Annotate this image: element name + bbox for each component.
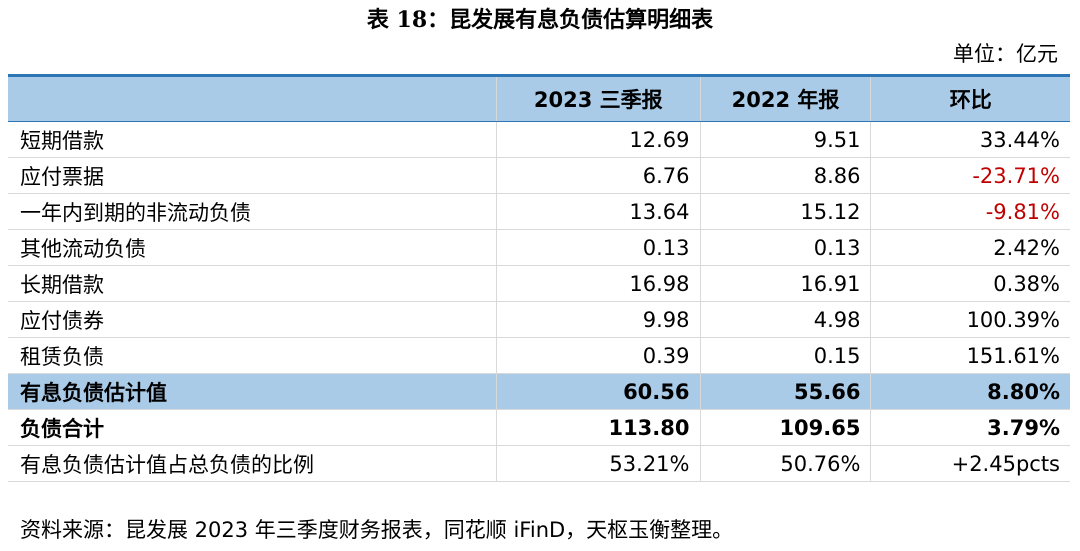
table-row: 应付债券 9.98 4.98 100.39%: [8, 301, 1070, 338]
table-cell: 0.13: [496, 229, 700, 266]
table-cell: 16.91: [699, 265, 871, 302]
table-row: 负债合计 113.80 109.65 3.79%: [8, 409, 1070, 446]
table-cell: 有息负债估计值占总负债的比例: [8, 445, 497, 482]
column-header: 2023 三季报: [496, 74, 700, 122]
column-header: [8, 74, 497, 122]
table-cell: 109.65: [699, 409, 871, 446]
table-row: 有息负债估计值占总负债的比例 53.21% 50.76% +2.45pcts: [8, 445, 1070, 482]
table-cell: 其他流动负债: [8, 229, 497, 266]
table-cell: 长期借款: [8, 265, 497, 302]
table-cell: -9.81%: [870, 193, 1070, 230]
title: 表 18：昆发展有息负债估算明细表: [366, 7, 714, 33]
source: 资料来源：昆发展 2023 年三季度财务报表，同花顺 iFinD，天枢玉衡整理。: [20, 518, 734, 542]
unit: 单位：亿元: [953, 42, 1058, 66]
table-cell: 负债合计: [8, 409, 497, 446]
table-cell: 13.64: [496, 193, 700, 230]
column-header: 环比: [870, 74, 1070, 122]
table-cell: 113.80: [496, 409, 700, 446]
table-cell: 16.98: [496, 265, 700, 302]
table-cell: -23.71%: [870, 157, 1070, 194]
table-cell: 一年内到期的非流动负债: [8, 193, 497, 230]
table-cell: 应付票据: [8, 157, 497, 194]
table-cell: 0.13: [699, 229, 871, 266]
table-cell: 151.61%: [870, 337, 1070, 374]
table-cell: 2.42%: [870, 229, 1070, 266]
table-cell: 6.76: [496, 157, 700, 194]
table-cell: 55.66: [699, 373, 871, 410]
column-header: 2022 年报: [699, 74, 871, 122]
table-cell: 租赁负债: [8, 337, 497, 374]
table-cell: 8.86: [699, 157, 871, 194]
table-cell: 9.98: [496, 301, 700, 338]
table-cell: 50.76%: [699, 445, 871, 482]
table-cell: 9.51: [699, 121, 871, 158]
table-row: 其他流动负债 0.13 0.13 2.42%: [8, 229, 1070, 266]
header-row: 2023 三季报 2022 年报 环比: [8, 74, 1070, 122]
table-cell: 有息负债估计值: [8, 373, 497, 410]
table-cell: 33.44%: [870, 121, 1070, 158]
table-row: 应付票据 6.76 8.86 -23.71%: [8, 157, 1070, 194]
table-cell: 应付债券: [8, 301, 497, 338]
table-cell: 短期借款: [8, 121, 497, 158]
table-cell: 8.80%: [870, 373, 1070, 410]
table-cell: 0.15: [699, 337, 871, 374]
table-cell: 12.69: [496, 121, 700, 158]
table-cell: 100.39%: [870, 301, 1070, 338]
table-cell: 0.39: [496, 337, 700, 374]
table-row: 租赁负债 0.39 0.15 151.61%: [8, 337, 1070, 374]
table-cell: 3.79%: [870, 409, 1070, 446]
table-cell: 53.21%: [496, 445, 700, 482]
table-cell: 15.12: [699, 193, 871, 230]
table-cell: 60.56: [496, 373, 700, 410]
table: 2023 三季报 2022 年报 环比 短期借款 12.69 9.51 33.44% 应付票据…: [8, 74, 1070, 482]
table-row: 一年内到期的非流动负债 13.64 15.12 -9.81%: [8, 193, 1070, 230]
table-cell: 0.38%: [870, 265, 1070, 302]
table-cell: 4.98: [699, 301, 871, 338]
table-row: 短期借款 12.69 9.51 33.44%: [8, 121, 1070, 158]
table-cell: +2.45pcts: [870, 445, 1070, 482]
table-row: 有息负债估计值 60.56 55.66 8.80%: [8, 373, 1070, 410]
table-row: 长期借款 16.98 16.91 0.38%: [8, 265, 1070, 302]
